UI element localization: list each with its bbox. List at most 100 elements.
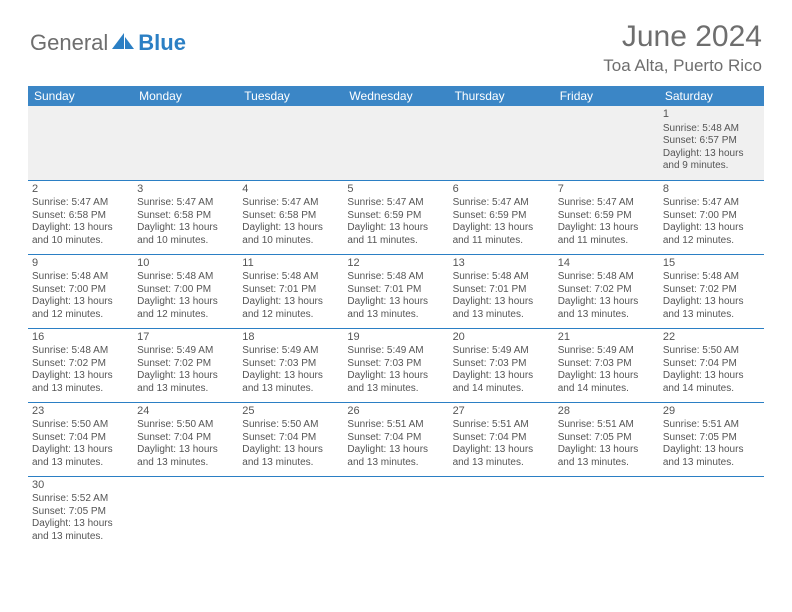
day-cell: 17Sunrise: 5:49 AMSunset: 7:02 PMDayligh…	[133, 328, 238, 402]
sunset-line: Sunset: 7:04 PM	[242, 432, 339, 445]
sunrise-line: Sunrise: 5:49 AM	[137, 345, 234, 358]
empty-cell	[238, 106, 343, 180]
sunset-line: Sunset: 6:59 PM	[453, 210, 550, 223]
daylight-line: Daylight: 13 hours and 13 minutes.	[663, 444, 760, 469]
day-cell: 26Sunrise: 5:51 AMSunset: 7:04 PMDayligh…	[343, 402, 448, 476]
day-number: 2	[32, 183, 129, 197]
empty-cell	[28, 106, 133, 180]
day-cell: 29Sunrise: 5:51 AMSunset: 7:05 PMDayligh…	[659, 402, 764, 476]
sunrise-line: Sunrise: 5:50 AM	[242, 419, 339, 432]
daylight-line: Daylight: 13 hours and 13 minutes.	[242, 370, 339, 395]
day-number: 6	[453, 183, 550, 197]
sunset-line: Sunset: 6:57 PM	[663, 135, 760, 148]
sunrise-line: Sunrise: 5:48 AM	[558, 271, 655, 284]
weekday-header: Monday	[133, 86, 238, 106]
calendar-row: 2Sunrise: 5:47 AMSunset: 6:58 PMDaylight…	[28, 180, 764, 254]
daylight-line: Daylight: 13 hours and 13 minutes.	[137, 444, 234, 469]
day-number: 22	[663, 331, 760, 345]
header: General Blue June 2024 Toa Alta, Puerto …	[0, 0, 792, 86]
sunrise-line: Sunrise: 5:50 AM	[32, 419, 129, 432]
sunset-line: Sunset: 7:02 PM	[558, 284, 655, 297]
sunset-line: Sunset: 7:04 PM	[663, 358, 760, 371]
weekday-header: Wednesday	[343, 86, 448, 106]
sunset-line: Sunset: 7:04 PM	[453, 432, 550, 445]
day-cell: 14Sunrise: 5:48 AMSunset: 7:02 PMDayligh…	[554, 254, 659, 328]
day-number: 17	[137, 331, 234, 345]
daylight-line: Daylight: 13 hours and 11 minutes.	[453, 222, 550, 247]
sunrise-line: Sunrise: 5:48 AM	[137, 271, 234, 284]
title-block: June 2024 Toa Alta, Puerto Rico	[603, 20, 762, 76]
daylight-line: Daylight: 13 hours and 13 minutes.	[453, 296, 550, 321]
sunset-line: Sunset: 6:58 PM	[137, 210, 234, 223]
sunset-line: Sunset: 6:58 PM	[242, 210, 339, 223]
sunrise-line: Sunrise: 5:47 AM	[453, 197, 550, 210]
sunset-line: Sunset: 7:00 PM	[32, 284, 129, 297]
day-number: 7	[558, 183, 655, 197]
sunset-line: Sunset: 7:03 PM	[347, 358, 444, 371]
day-cell: 9Sunrise: 5:48 AMSunset: 7:00 PMDaylight…	[28, 254, 133, 328]
daylight-line: Daylight: 13 hours and 10 minutes.	[137, 222, 234, 247]
day-cell: 18Sunrise: 5:49 AMSunset: 7:03 PMDayligh…	[238, 328, 343, 402]
daylight-line: Daylight: 13 hours and 12 minutes.	[663, 222, 760, 247]
empty-cell	[554, 106, 659, 180]
day-cell: 3Sunrise: 5:47 AMSunset: 6:58 PMDaylight…	[133, 180, 238, 254]
day-cell: 7Sunrise: 5:47 AMSunset: 6:59 PMDaylight…	[554, 180, 659, 254]
day-cell: 16Sunrise: 5:48 AMSunset: 7:02 PMDayligh…	[28, 328, 133, 402]
day-cell: 8Sunrise: 5:47 AMSunset: 7:00 PMDaylight…	[659, 180, 764, 254]
day-cell: 10Sunrise: 5:48 AMSunset: 7:00 PMDayligh…	[133, 254, 238, 328]
daylight-line: Daylight: 13 hours and 10 minutes.	[32, 222, 129, 247]
daylight-line: Daylight: 13 hours and 14 minutes.	[453, 370, 550, 395]
sunrise-line: Sunrise: 5:48 AM	[32, 345, 129, 358]
daylight-line: Daylight: 13 hours and 13 minutes.	[32, 518, 129, 543]
daylight-line: Daylight: 13 hours and 10 minutes.	[242, 222, 339, 247]
weekday-header: Thursday	[449, 86, 554, 106]
day-cell: 5Sunrise: 5:47 AMSunset: 6:59 PMDaylight…	[343, 180, 448, 254]
sunset-line: Sunset: 7:05 PM	[558, 432, 655, 445]
logo: General Blue	[30, 30, 186, 56]
calendar-table: SundayMondayTuesdayWednesdayThursdayFrid…	[28, 86, 764, 550]
sunset-line: Sunset: 6:59 PM	[347, 210, 444, 223]
sunset-line: Sunset: 7:03 PM	[453, 358, 550, 371]
day-number: 19	[347, 331, 444, 345]
sunrise-line: Sunrise: 5:48 AM	[663, 123, 760, 136]
sunrise-line: Sunrise: 5:48 AM	[347, 271, 444, 284]
sunrise-line: Sunrise: 5:52 AM	[32, 493, 129, 506]
day-number: 24	[137, 405, 234, 419]
sunrise-line: Sunrise: 5:47 AM	[663, 197, 760, 210]
day-cell: 25Sunrise: 5:50 AMSunset: 7:04 PMDayligh…	[238, 402, 343, 476]
sunrise-line: Sunrise: 5:48 AM	[663, 271, 760, 284]
empty-cell	[554, 476, 659, 550]
daylight-line: Daylight: 13 hours and 13 minutes.	[32, 444, 129, 469]
day-number: 8	[663, 183, 760, 197]
day-number: 3	[137, 183, 234, 197]
logo-text-2: Blue	[138, 30, 186, 56]
weekday-header: Saturday	[659, 86, 764, 106]
daylight-line: Daylight: 13 hours and 14 minutes.	[663, 370, 760, 395]
sunrise-line: Sunrise: 5:47 AM	[137, 197, 234, 210]
empty-cell	[343, 476, 448, 550]
daylight-line: Daylight: 13 hours and 9 minutes.	[663, 148, 760, 173]
sunset-line: Sunset: 7:03 PM	[242, 358, 339, 371]
day-cell: 24Sunrise: 5:50 AMSunset: 7:04 PMDayligh…	[133, 402, 238, 476]
calendar-row: 9Sunrise: 5:48 AMSunset: 7:00 PMDaylight…	[28, 254, 764, 328]
weekday-header: Sunday	[28, 86, 133, 106]
sunset-line: Sunset: 7:05 PM	[32, 506, 129, 519]
day-number: 12	[347, 257, 444, 271]
sunset-line: Sunset: 7:04 PM	[137, 432, 234, 445]
sunrise-line: Sunrise: 5:51 AM	[558, 419, 655, 432]
sunset-line: Sunset: 7:02 PM	[137, 358, 234, 371]
daylight-line: Daylight: 13 hours and 12 minutes.	[32, 296, 129, 321]
day-cell: 12Sunrise: 5:48 AMSunset: 7:01 PMDayligh…	[343, 254, 448, 328]
day-cell: 4Sunrise: 5:47 AMSunset: 6:58 PMDaylight…	[238, 180, 343, 254]
day-number: 18	[242, 331, 339, 345]
day-number: 21	[558, 331, 655, 345]
day-cell: 15Sunrise: 5:48 AMSunset: 7:02 PMDayligh…	[659, 254, 764, 328]
day-cell: 28Sunrise: 5:51 AMSunset: 7:05 PMDayligh…	[554, 402, 659, 476]
daylight-line: Daylight: 13 hours and 12 minutes.	[137, 296, 234, 321]
daylight-line: Daylight: 13 hours and 14 minutes.	[558, 370, 655, 395]
sunrise-line: Sunrise: 5:50 AM	[663, 345, 760, 358]
sunset-line: Sunset: 7:02 PM	[32, 358, 129, 371]
daylight-line: Daylight: 13 hours and 13 minutes.	[347, 296, 444, 321]
day-cell: 23Sunrise: 5:50 AMSunset: 7:04 PMDayligh…	[28, 402, 133, 476]
empty-cell	[343, 106, 448, 180]
